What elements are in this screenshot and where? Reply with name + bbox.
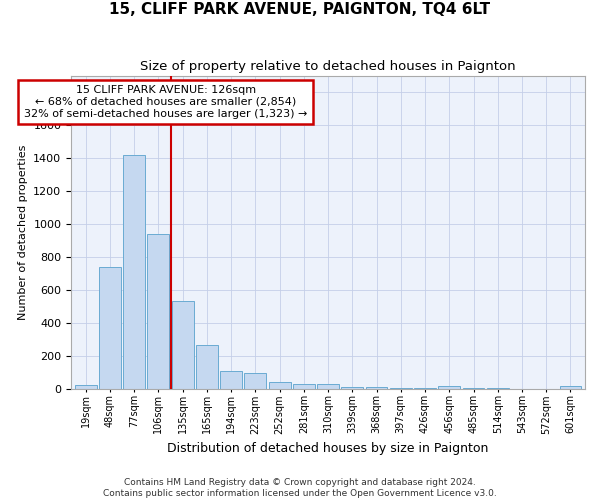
Text: 15 CLIFF PARK AVENUE: 126sqm
← 68% of detached houses are smaller (2,854)
32% of: 15 CLIFF PARK AVENUE: 126sqm ← 68% of de… — [24, 86, 307, 118]
Bar — [244, 374, 266, 388]
Bar — [196, 345, 218, 389]
Bar — [99, 266, 121, 388]
Bar — [148, 234, 169, 388]
X-axis label: Distribution of detached houses by size in Paignton: Distribution of detached houses by size … — [167, 442, 489, 455]
Bar — [439, 386, 460, 388]
Bar — [220, 372, 242, 388]
Bar — [365, 387, 388, 388]
Text: 15, CLIFF PARK AVENUE, PAIGNTON, TQ4 6LT: 15, CLIFF PARK AVENUE, PAIGNTON, TQ4 6LT — [109, 2, 491, 18]
Bar — [341, 387, 363, 388]
Title: Size of property relative to detached houses in Paignton: Size of property relative to detached ho… — [140, 60, 516, 73]
Bar — [123, 154, 145, 388]
Bar — [293, 384, 315, 388]
Y-axis label: Number of detached properties: Number of detached properties — [18, 144, 28, 320]
Bar — [560, 386, 581, 388]
Text: Contains HM Land Registry data © Crown copyright and database right 2024.
Contai: Contains HM Land Registry data © Crown c… — [103, 478, 497, 498]
Bar — [75, 385, 97, 388]
Bar — [172, 302, 194, 388]
Bar — [269, 382, 290, 388]
Bar — [317, 384, 339, 388]
